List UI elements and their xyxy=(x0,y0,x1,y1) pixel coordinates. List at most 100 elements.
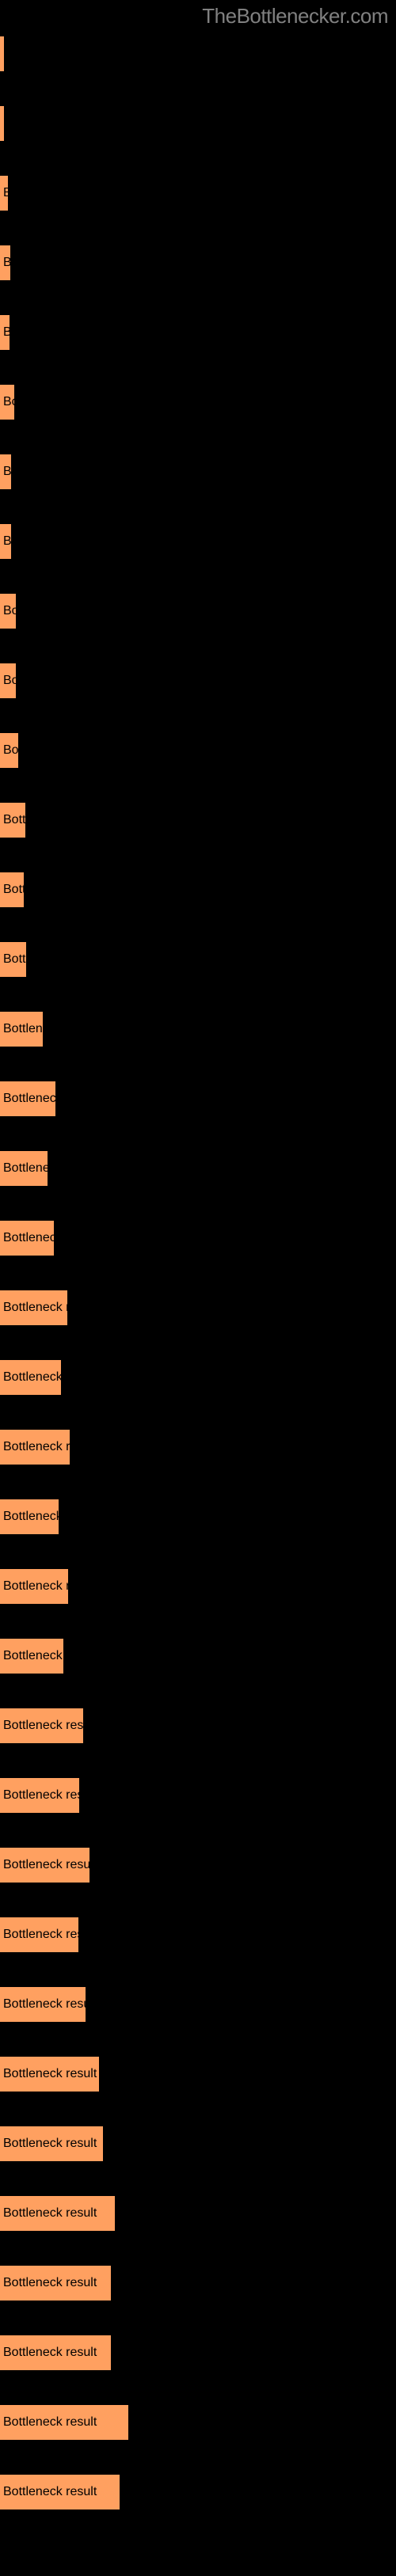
bar: Bottleneck result xyxy=(0,1430,70,1465)
bar-row: Bottleneck result xyxy=(0,385,396,420)
bar-label: Bottleneck result xyxy=(3,1858,89,1872)
bar-row: Bottleneck result xyxy=(0,1290,396,1325)
bar-label: Bottleneck result xyxy=(3,2485,97,2499)
bar-label: Bottleneck result xyxy=(3,1370,61,1385)
bar: Bottleneck result xyxy=(0,2057,99,2092)
bar-row: Bottleneck result xyxy=(0,2196,396,2231)
bar: Bottleneck result xyxy=(0,2335,111,2370)
bar-row: Bottleneck result xyxy=(0,872,396,907)
bar: Bottleneck result xyxy=(0,1569,68,1604)
bar-row: Bottleneck result xyxy=(0,36,396,71)
bar-row: Bottleneck result xyxy=(0,1639,396,1674)
bar: Bottleneck result xyxy=(0,1499,59,1534)
bar-label: Bottleneck result xyxy=(3,813,25,827)
bar: Bottleneck result xyxy=(0,2196,115,2231)
bar-label: Bottleneck result xyxy=(3,2276,97,2290)
bar-label: Bottleneck result xyxy=(3,2206,97,2221)
bar: Bottleneck result xyxy=(0,1917,78,1952)
bar-row: Bottleneck result xyxy=(0,594,396,629)
bar: Bottleneck result xyxy=(0,454,11,489)
bar-label: Bottleneck result xyxy=(3,1022,43,1036)
bar-label: Bottleneck result xyxy=(3,256,10,270)
bar-label: Bottleneck result xyxy=(3,1301,67,1315)
bar: Bottleneck result xyxy=(0,594,16,629)
bar-label: Bottleneck result xyxy=(3,534,11,549)
bar-row: Bottleneck result xyxy=(0,1569,396,1604)
bar-row: Bottleneck result xyxy=(0,663,396,698)
bar-row: Bottleneck result xyxy=(0,1848,396,1883)
bar: Bottleneck result xyxy=(0,663,16,698)
bar: Bottleneck result xyxy=(0,1221,54,1256)
bar: Bottleneck result xyxy=(0,2405,128,2440)
bar: Bottleneck result xyxy=(0,1012,43,1047)
bar-label: Bottleneck result xyxy=(3,883,24,897)
bar: Bottleneck result xyxy=(0,2126,103,2161)
bar-label: Bottleneck result xyxy=(3,674,16,688)
bar-row: Bottleneck result xyxy=(0,1499,396,1534)
bar-row: Bottleneck result xyxy=(0,1012,396,1047)
bar-label: Bottleneck result xyxy=(3,1649,63,1663)
bar: Bottleneck result xyxy=(0,1708,83,1743)
bar-row: Bottleneck result xyxy=(0,1360,396,1395)
bar-row: Bottleneck result xyxy=(0,2405,396,2440)
bar-label: Bottleneck result xyxy=(3,1092,55,1106)
bar-row: Bottleneck result xyxy=(0,106,396,141)
bar-label: Bottleneck result xyxy=(3,2346,97,2360)
bar-row: Bottleneck result xyxy=(0,2126,396,2161)
bar-label: Bottleneck result xyxy=(3,1997,86,2012)
bar-label: Bottleneck result xyxy=(3,465,11,479)
bar-label: Bottleneck result xyxy=(3,47,4,61)
bar: Bottleneck result xyxy=(0,2266,111,2301)
bar-row: Bottleneck result xyxy=(0,315,396,350)
bar: Bottleneck result xyxy=(0,245,10,280)
bar-label: Bottleneck result xyxy=(3,1440,70,1454)
bar-row: Bottleneck result xyxy=(0,454,396,489)
bar-label: Bottleneck result xyxy=(3,186,8,200)
bar: Bottleneck result xyxy=(0,942,26,977)
bar-label: Bottleneck result xyxy=(3,116,4,131)
bar-label: Bottleneck result xyxy=(3,325,10,340)
bar-label: Bottleneck result xyxy=(3,2137,97,2151)
bar-label: Bottleneck result xyxy=(3,743,18,758)
bar: Bottleneck result xyxy=(0,315,10,350)
bar: Bottleneck result xyxy=(0,803,25,838)
bar-row: Bottleneck result xyxy=(0,1987,396,2022)
bar-row: Bottleneck result xyxy=(0,1430,396,1465)
bar: Bottleneck result xyxy=(0,1081,55,1116)
bar: Bottleneck result xyxy=(0,1639,63,1674)
bar: Bottleneck result xyxy=(0,1360,61,1395)
bar-label: Bottleneck result xyxy=(3,1161,48,1176)
bar-chart: Bottleneck result Bottleneck result Bottle… xyxy=(0,28,396,2510)
bar-label: Bottleneck result xyxy=(3,2415,97,2430)
bar: Bottleneck result xyxy=(0,733,18,768)
bar: Bottleneck result xyxy=(0,36,4,71)
bar-row: Bottleneck result xyxy=(0,176,396,211)
bar: Bottleneck result xyxy=(0,1778,79,1813)
bar-label: Bottleneck result xyxy=(3,2067,97,2081)
bar-row: Bottleneck result xyxy=(0,1081,396,1116)
bar: Bottleneck result xyxy=(0,106,4,141)
bar-label: Bottleneck result xyxy=(3,1231,54,1245)
bar-label: Bottleneck result xyxy=(3,1928,78,1942)
bar-label: Bottleneck result xyxy=(3,1510,59,1524)
bar-row: Bottleneck result xyxy=(0,1221,396,1256)
bar-label: Bottleneck result xyxy=(3,604,16,618)
bar-row: Bottleneck result xyxy=(0,1708,396,1743)
bar: Bottleneck result xyxy=(0,524,11,559)
bar: Bottleneck result xyxy=(0,176,8,211)
bar: Bottleneck result xyxy=(0,2475,120,2510)
bar: Bottleneck result xyxy=(0,1290,67,1325)
bar-row: Bottleneck result xyxy=(0,803,396,838)
bar-row: Bottleneck result xyxy=(0,2335,396,2370)
bar-label: Bottleneck result xyxy=(3,1579,68,1594)
bar: Bottleneck result xyxy=(0,1848,89,1883)
bar-row: Bottleneck result xyxy=(0,942,396,977)
bar-row: Bottleneck result xyxy=(0,1151,396,1186)
bar-label: Bottleneck result xyxy=(3,1719,83,1733)
bar-row: Bottleneck result xyxy=(0,2266,396,2301)
bar-label: Bottleneck result xyxy=(3,952,26,967)
bar-row: Bottleneck result xyxy=(0,2475,396,2510)
watermark-text: TheBottlenecker.com xyxy=(0,0,396,28)
bar: Bottleneck result xyxy=(0,385,14,420)
bar-label: Bottleneck result xyxy=(3,395,14,409)
